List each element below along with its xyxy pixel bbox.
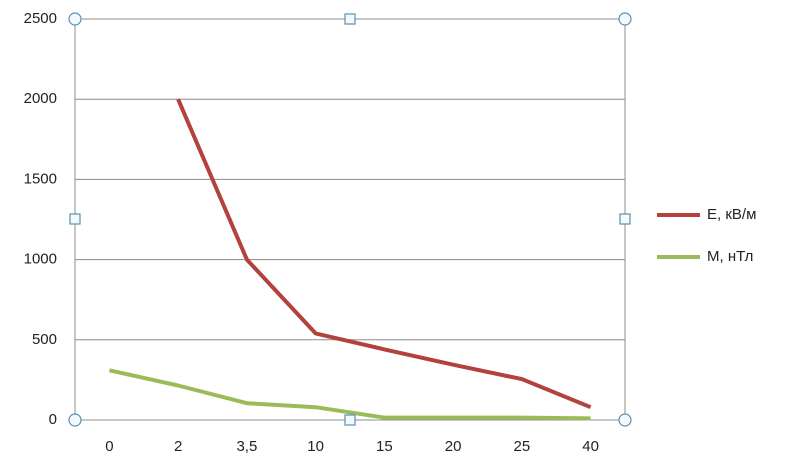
- series-line: [108, 368, 591, 421]
- y-tick-label: 1500: [24, 170, 57, 187]
- x-tick-label: 25: [514, 438, 531, 455]
- y-tick-label: 0: [49, 411, 57, 428]
- handle[interactable]: [69, 213, 81, 225]
- y-tick-label: 2000: [24, 90, 57, 107]
- y-tick-label: 1000: [24, 251, 57, 268]
- y-tick-label: 2500: [24, 10, 57, 27]
- handle[interactable]: [344, 13, 356, 25]
- handle[interactable]: [618, 413, 632, 427]
- series-line: [176, 98, 592, 410]
- selection-handles[interactable]: [68, 12, 632, 427]
- x-tick-label: 3,5: [236, 438, 257, 455]
- x-tick-label: 20: [445, 438, 462, 455]
- x-tick-label: 2: [174, 438, 182, 455]
- handle[interactable]: [68, 12, 82, 26]
- handle[interactable]: [68, 413, 82, 427]
- y-tick-label: 500: [32, 331, 57, 348]
- plot-border: [74, 18, 626, 421]
- x-tick-label: 10: [307, 438, 324, 455]
- x-tick-label: 15: [376, 438, 393, 455]
- legend-label: E, кВ/м: [707, 206, 756, 223]
- handle[interactable]: [344, 414, 356, 426]
- x-tick-label: 0: [105, 438, 113, 455]
- handle[interactable]: [619, 213, 631, 225]
- plot-area: 0 500 1000 1500 2000 2500 0 2 3,5 10 15 20 25 40: [24, 10, 625, 455]
- legend-label: M, нТл: [707, 248, 753, 265]
- x-tick-label: 40: [582, 438, 599, 455]
- handle[interactable]: [618, 12, 632, 26]
